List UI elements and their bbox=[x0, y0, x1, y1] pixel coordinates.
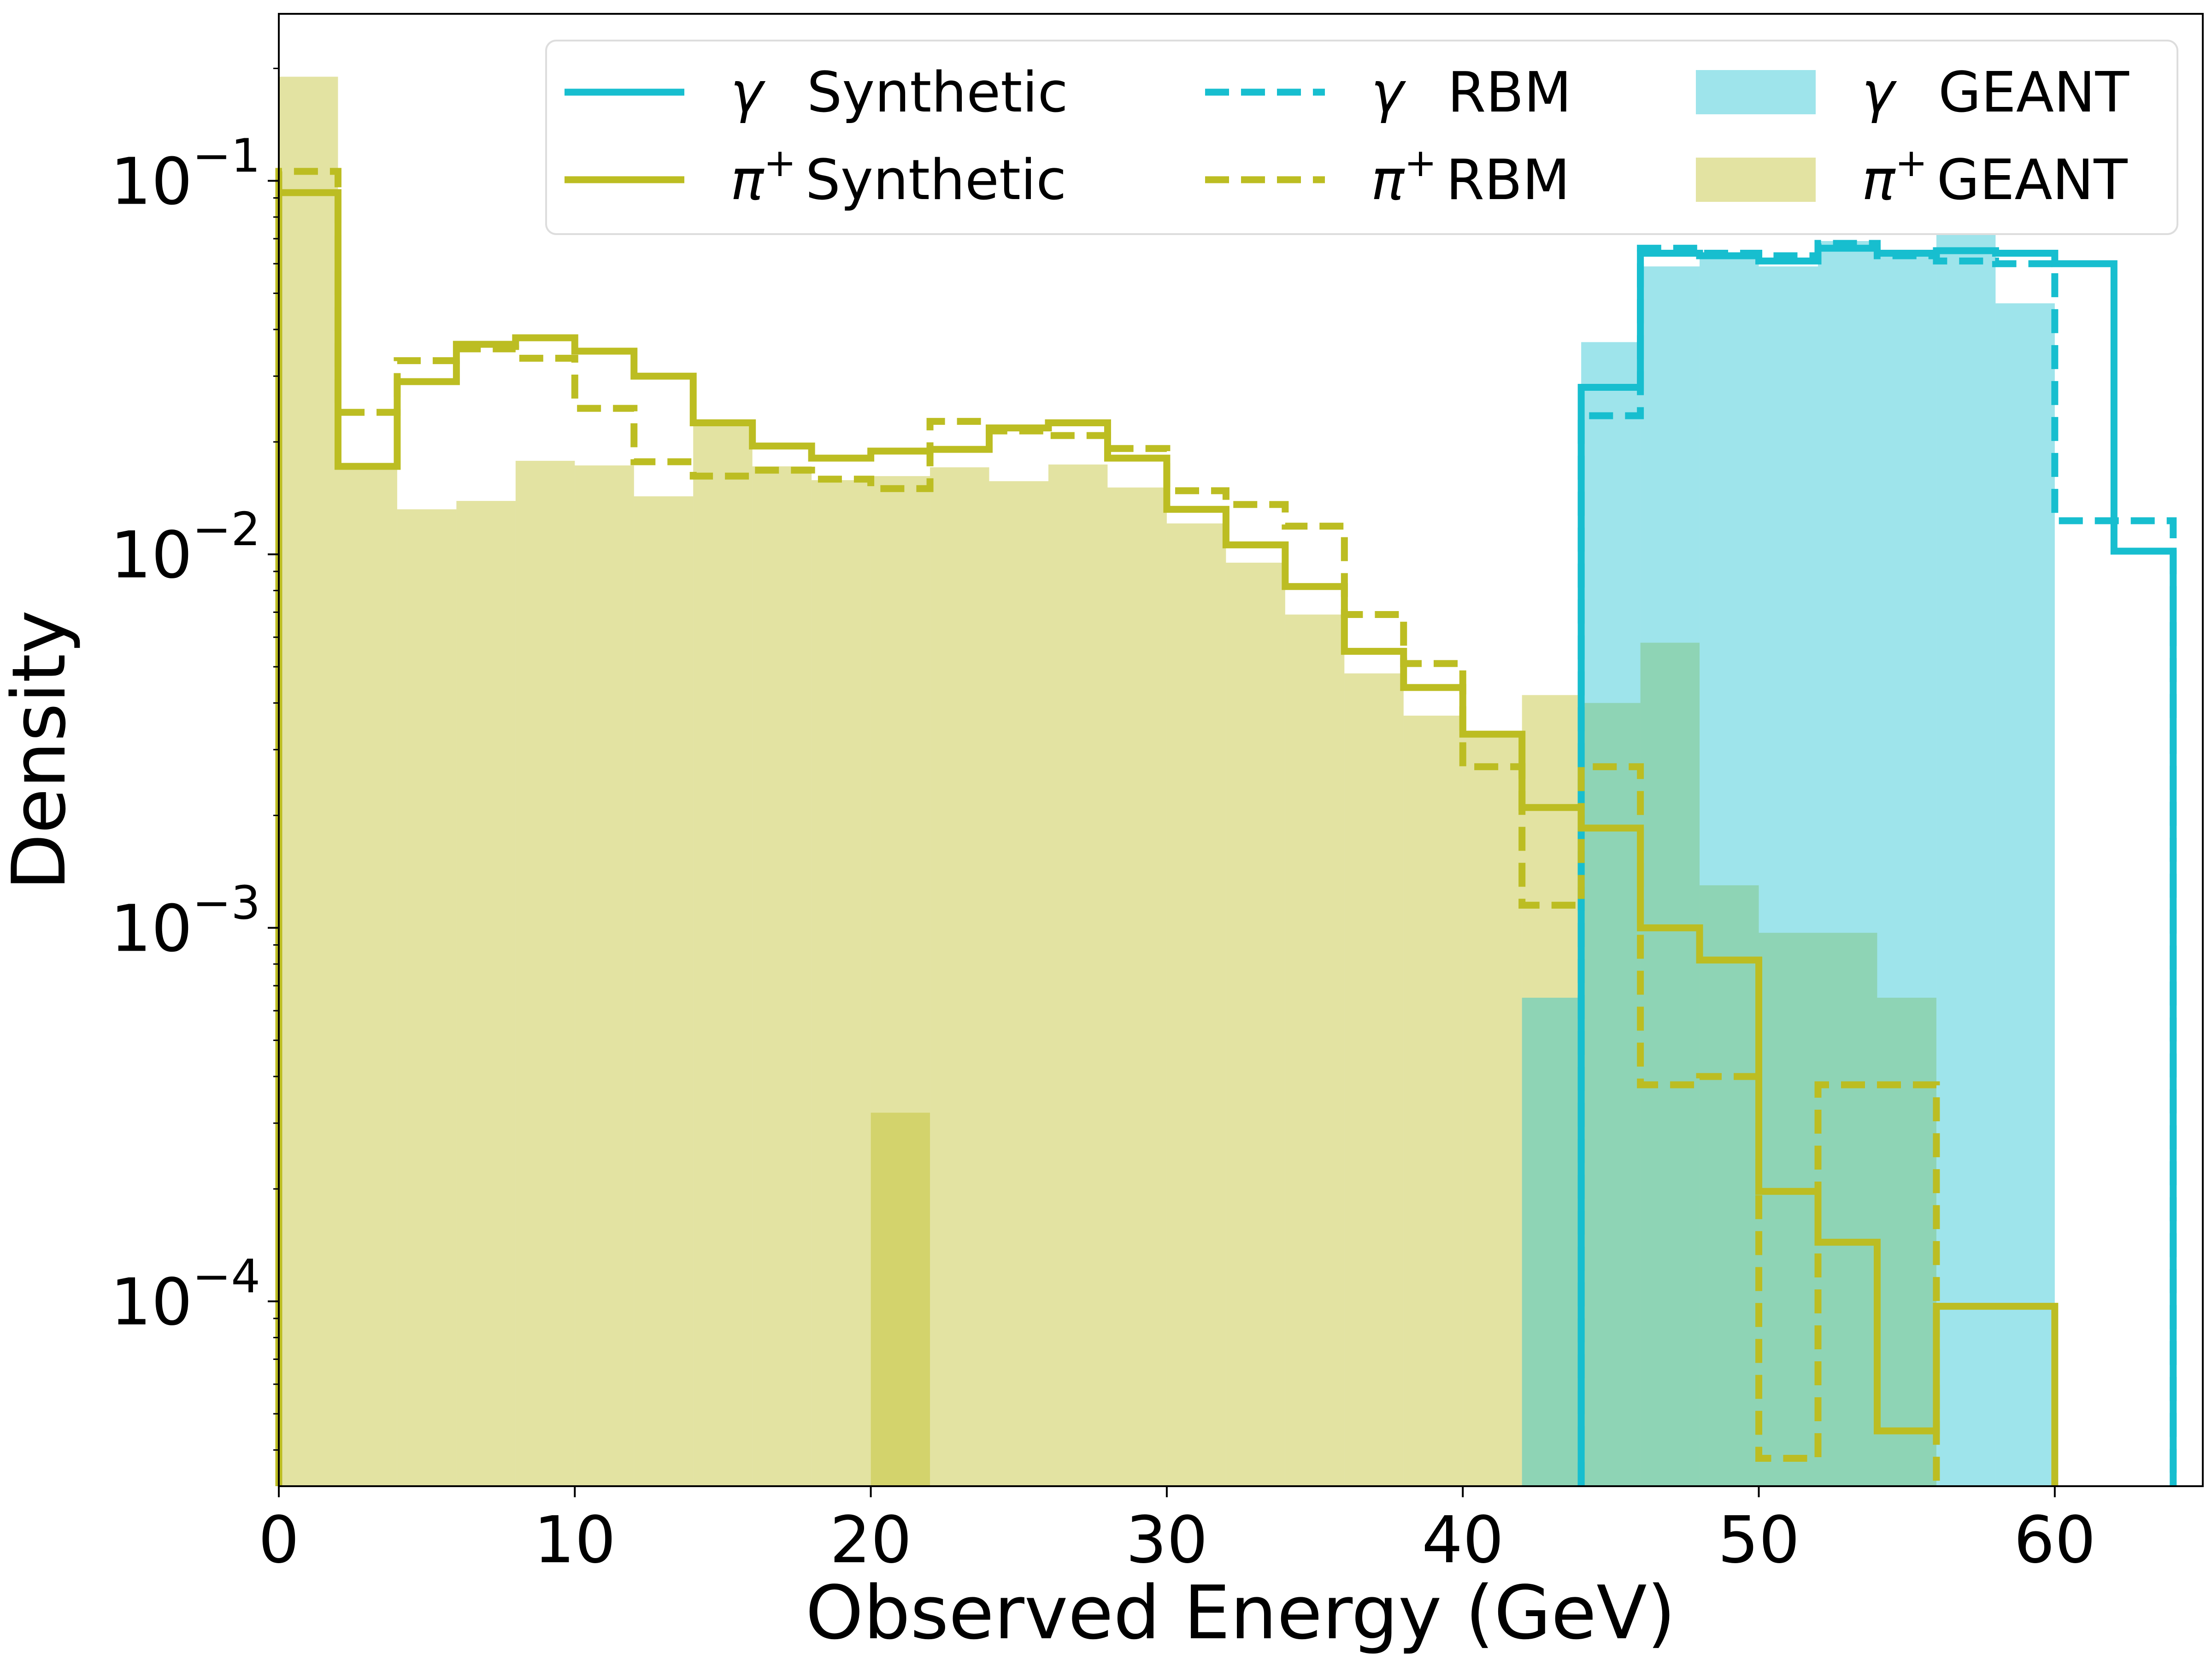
legend-label-geant-filled: γ GEANT bbox=[1862, 61, 2130, 125]
legend-swatch-geant-filled bbox=[1696, 70, 1816, 114]
bar-geant-4 bbox=[1759, 266, 1818, 1486]
bar-geant-20 bbox=[1463, 734, 1522, 1486]
bar-geant-2 bbox=[1640, 266, 1700, 1486]
bar-geant-5 bbox=[575, 465, 634, 1487]
x-axis-label: Observed Energy (GeV) bbox=[806, 1570, 1676, 1656]
bar-geant-25 bbox=[1759, 933, 1818, 1486]
bar-geant-15 bbox=[1166, 523, 1226, 1486]
y-tick-label: 10−2 bbox=[110, 502, 260, 593]
bar-geant-17 bbox=[1285, 614, 1345, 1486]
legend-swatch-geant-filled bbox=[1696, 158, 1816, 202]
bar-geant-5 bbox=[1818, 241, 1877, 1487]
bar-geant-21 bbox=[1522, 695, 1582, 1486]
legend-label-geant-filled: π+ GEANT bbox=[1862, 140, 2128, 212]
legend: γ Synthetic γ RBM γ GEANT π+ Synthetic π+ RBM π+ GE… bbox=[545, 40, 2178, 235]
step-lines bbox=[275, 168, 2177, 1486]
bar-geant-23 bbox=[1640, 642, 1700, 1486]
bar-geant-1 bbox=[338, 463, 397, 1487]
bar-geant-8 bbox=[1995, 303, 2055, 1486]
y-tick-label: 10−4 bbox=[110, 1249, 260, 1340]
legend-label-rbm-dashed: γ RBM bbox=[1371, 61, 1571, 125]
bar-geant-1 bbox=[1581, 342, 1641, 1487]
x-tick-label: 20 bbox=[830, 1503, 912, 1578]
bar-geant-16 bbox=[1226, 562, 1285, 1486]
legend-label-synthetic-solid: π+ Synthetic bbox=[730, 140, 1066, 212]
step-line-rbm-dashed bbox=[1577, 240, 2177, 1486]
x-tick-label: 0 bbox=[258, 1503, 299, 1578]
bar-geant-22 bbox=[1581, 703, 1641, 1486]
bar-geant-3 bbox=[456, 501, 516, 1487]
y-tick-label: 10−1 bbox=[110, 129, 260, 219]
x-tick-label: 50 bbox=[1718, 1503, 1800, 1578]
legend-label-rbm-dashed: π+ RBM bbox=[1371, 140, 1570, 212]
bar-geant-7 bbox=[1936, 234, 1996, 1486]
bar-geant-19 bbox=[1403, 715, 1463, 1486]
bar-geant-14 bbox=[1107, 487, 1167, 1486]
y-tick-label: 10−3 bbox=[110, 876, 260, 966]
step-line-synthetic-solid bbox=[275, 189, 2059, 1486]
bar-geant-0 bbox=[1522, 998, 1582, 1486]
plot-area bbox=[275, 76, 2177, 1487]
x-tick-label: 10 bbox=[534, 1503, 616, 1578]
bar-geant-13 bbox=[1048, 464, 1108, 1487]
legend-items: γ Synthetic γ RBM γ GEANT π+ Synthetic π+ RBM π+ GE… bbox=[565, 61, 2130, 212]
bar-geant-28 bbox=[871, 1112, 930, 1486]
bar-geant-12 bbox=[989, 481, 1048, 1486]
bar-geant-7 bbox=[693, 425, 753, 1487]
legend-label-synthetic-solid: γ Synthetic bbox=[730, 61, 1068, 125]
histogram-bars bbox=[279, 76, 2055, 1487]
bar-geant-27 bbox=[1877, 998, 1936, 1486]
bar-geant-10 bbox=[871, 476, 930, 1487]
bar-geant-4 bbox=[515, 460, 575, 1486]
x-tick-label: 60 bbox=[2014, 1503, 2096, 1578]
bar-geant-11 bbox=[930, 467, 989, 1486]
y-axis-label: Density bbox=[0, 610, 82, 890]
bar-geant-6 bbox=[634, 496, 694, 1487]
bar-geant-26 bbox=[1818, 933, 1877, 1486]
legend-box bbox=[545, 40, 2178, 235]
bar-geant-3 bbox=[1700, 258, 1759, 1487]
bar-geant-18 bbox=[1344, 673, 1404, 1486]
step-line-rbm-dashed bbox=[275, 168, 1940, 1486]
bar-geant-9 bbox=[812, 480, 871, 1487]
bar-geant-24 bbox=[1700, 885, 1759, 1486]
bar-geant-6 bbox=[1877, 253, 1936, 1486]
bar-geant-8 bbox=[752, 466, 812, 1486]
y-axis-ticks: 10−1 10−2 10−3 10−4 bbox=[110, 67, 279, 1451]
bar-geant-2 bbox=[397, 509, 457, 1486]
x-tick-label: 40 bbox=[1422, 1503, 1504, 1578]
x-tick-label: 30 bbox=[1126, 1503, 1208, 1578]
bar-geant-0 bbox=[279, 76, 338, 1486]
x-axis-ticks: 0 10 20 30 40 50 60 bbox=[258, 1486, 2096, 1578]
